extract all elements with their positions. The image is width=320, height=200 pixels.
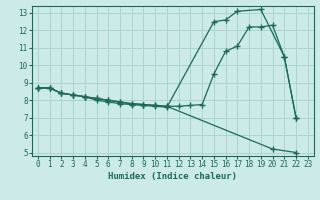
X-axis label: Humidex (Indice chaleur): Humidex (Indice chaleur) [108, 172, 237, 181]
